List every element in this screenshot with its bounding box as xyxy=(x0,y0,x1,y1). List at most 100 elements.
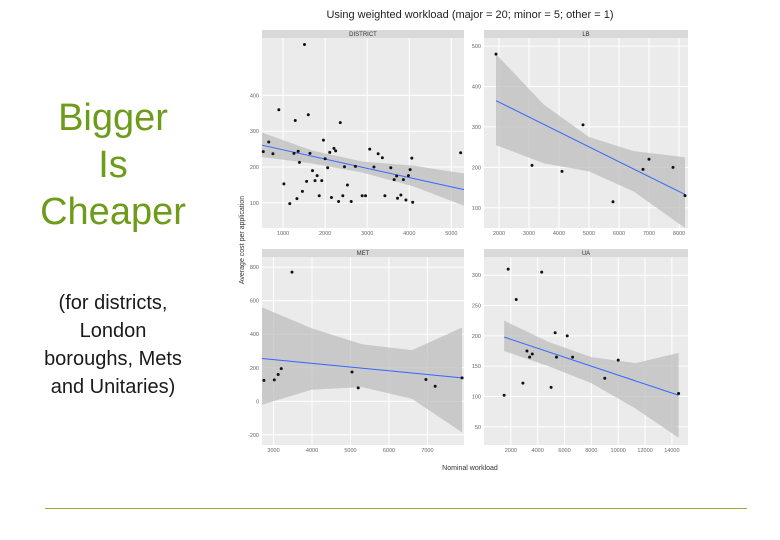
panel-background xyxy=(262,38,464,228)
data-point xyxy=(383,194,387,198)
x-tick-label: 3000 xyxy=(267,448,279,454)
data-point xyxy=(395,174,399,178)
x-tick-label: 5000 xyxy=(344,448,356,454)
data-point xyxy=(334,149,338,153)
facet-label: MET xyxy=(357,251,370,257)
data-point xyxy=(459,151,463,155)
data-point xyxy=(565,334,569,338)
data-point xyxy=(323,157,327,161)
data-point xyxy=(677,391,681,395)
facet-strip xyxy=(262,30,464,38)
x-tick-label: 6000 xyxy=(558,448,570,454)
data-point xyxy=(616,358,620,362)
data-point xyxy=(311,169,314,173)
data-point xyxy=(332,146,336,150)
data-point xyxy=(521,381,525,385)
data-point xyxy=(404,198,408,202)
data-point xyxy=(389,166,393,170)
y-tick-label: 300 xyxy=(250,129,259,135)
facet-lb: LB 100 200 300 400 500 2000 3000 4000 5000 6000 700… xyxy=(472,30,688,237)
data-point xyxy=(337,199,341,203)
data-point xyxy=(350,370,354,374)
data-point xyxy=(460,376,464,380)
data-point xyxy=(571,355,575,359)
data-point xyxy=(345,183,349,187)
data-point xyxy=(317,194,321,198)
y-tick-label: 400 xyxy=(250,332,259,338)
data-point xyxy=(399,193,403,197)
data-point xyxy=(326,166,330,170)
data-point xyxy=(368,147,372,151)
x-tick-label: 7000 xyxy=(421,448,433,454)
y-tick-label: 200 xyxy=(250,165,259,171)
y-tick-label: 100 xyxy=(472,394,481,400)
x-tick-label: 10000 xyxy=(611,448,626,454)
y-tick-label: 800 xyxy=(250,265,259,271)
data-point xyxy=(279,367,283,371)
data-point xyxy=(360,194,364,198)
x-tick-label: 4000 xyxy=(553,231,565,237)
data-point xyxy=(296,149,300,153)
x-tick-label: 14000 xyxy=(664,448,679,454)
data-point xyxy=(553,331,557,335)
facet-label: DISTRICT xyxy=(349,32,377,38)
x-tick-label: 6000 xyxy=(383,448,395,454)
facet-strip xyxy=(484,30,688,38)
data-point xyxy=(530,163,534,167)
y-tick-label: 200 xyxy=(472,165,481,171)
data-point xyxy=(320,179,324,183)
x-tick-label: 12000 xyxy=(637,448,652,454)
y-tick-label: 200 xyxy=(472,334,481,340)
bottom-rule xyxy=(45,508,747,509)
data-point xyxy=(506,267,510,271)
data-point xyxy=(321,138,325,142)
x-tick-label: 5000 xyxy=(583,231,595,237)
data-point xyxy=(292,151,296,155)
facet-strip xyxy=(484,249,688,257)
facet-label: LB xyxy=(582,32,589,38)
data-point xyxy=(329,196,333,200)
data-point xyxy=(530,352,534,356)
data-point xyxy=(611,200,615,204)
data-point xyxy=(671,165,675,169)
x-tick-label: 1000 xyxy=(277,231,289,237)
data-point xyxy=(282,182,286,186)
x-tick-label: 4000 xyxy=(306,448,318,454)
data-point xyxy=(528,355,532,359)
facet-district: DISTRICT 100 200 300 400 1000 2000 3000 4000 5000 xyxy=(250,30,465,237)
x-tick-label: 6000 xyxy=(613,231,625,237)
y-tick-label: 100 xyxy=(472,206,481,212)
data-point xyxy=(411,200,415,204)
x-tick-label: 4000 xyxy=(532,448,544,454)
y-tick-label: 50 xyxy=(475,425,481,431)
data-point xyxy=(554,355,558,359)
confidence-band xyxy=(262,307,463,433)
fit-line xyxy=(261,358,463,379)
y-tick-label: 100 xyxy=(250,201,259,207)
y-axis-label: Average cost per application xyxy=(239,196,246,284)
y-tick-label: 600 xyxy=(250,299,259,305)
x-tick-label: 7000 xyxy=(643,231,655,237)
data-point xyxy=(342,165,346,169)
confidence-band xyxy=(262,132,464,206)
data-point xyxy=(502,393,506,397)
data-point xyxy=(647,157,651,161)
data-point xyxy=(372,165,376,169)
data-point xyxy=(328,150,332,154)
data-point xyxy=(261,150,265,154)
data-point xyxy=(300,189,304,193)
y-tick-label: 150 xyxy=(472,364,481,370)
confidence-band xyxy=(496,54,685,228)
slide-subtitle: (for districts, London boroughs, Mets an… xyxy=(44,292,182,398)
data-point xyxy=(308,151,312,155)
data-point xyxy=(603,376,607,380)
x-tick-label: 5000 xyxy=(445,231,457,237)
data-point xyxy=(267,140,271,144)
data-point xyxy=(494,52,498,56)
data-point xyxy=(313,179,317,183)
data-point xyxy=(271,152,275,156)
data-point xyxy=(514,297,518,301)
data-point xyxy=(380,156,384,160)
data-point xyxy=(549,385,553,389)
